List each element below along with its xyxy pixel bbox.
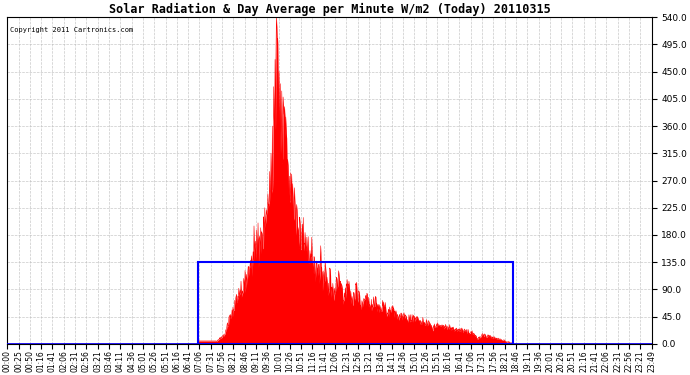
Title: Solar Radiation & Day Average per Minute W/m2 (Today) 20110315: Solar Radiation & Day Average per Minute… [108,3,551,16]
Bar [198,262,513,344]
Text: Copyright 2011 Cartronics.com: Copyright 2011 Cartronics.com [10,27,134,33]
